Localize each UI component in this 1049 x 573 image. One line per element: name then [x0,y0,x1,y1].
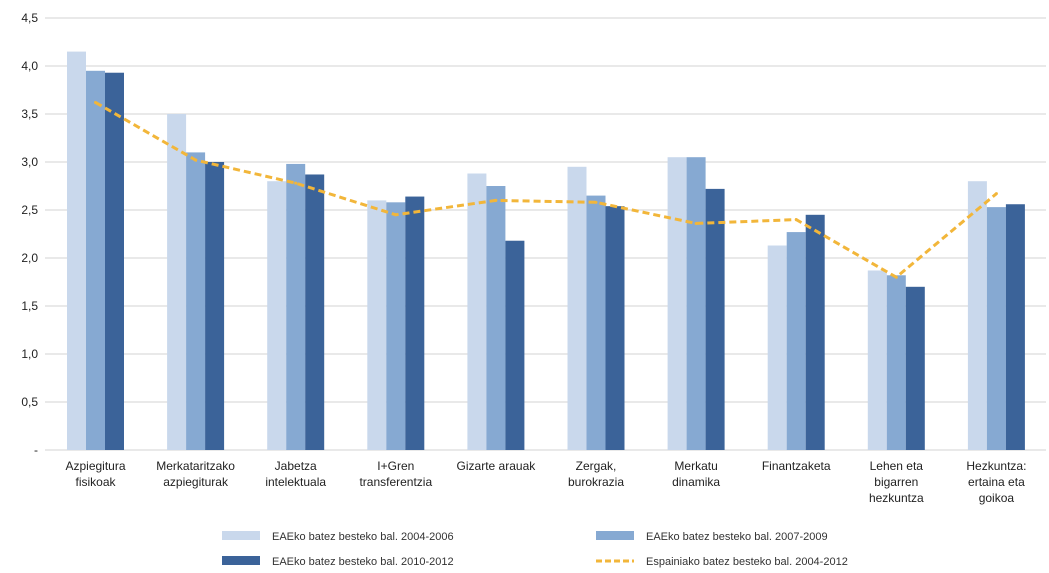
y-tick-label: - [34,443,38,457]
line-point [394,213,398,217]
bar [705,188,725,450]
x-tick-label: Gizarte arauak [457,459,537,473]
bar [405,196,425,450]
line-point [894,275,898,279]
bar [267,181,287,450]
x-tick-label: Merkatu [674,459,717,473]
y-tick-label: 1,5 [21,299,38,313]
bar [686,157,706,450]
x-tick-label: fisikoak [75,475,116,489]
legend: EAEko batez besteko bal. 2004-2006 EAEko … [222,531,848,568]
line-point [694,221,698,225]
bar [467,173,487,450]
bar [605,206,625,450]
line-point [194,158,198,162]
bar [805,214,825,450]
y-tick-label: 2,5 [21,203,38,217]
bar [986,207,1006,450]
legend-swatch [596,531,634,540]
bar [367,200,387,450]
line-point [94,100,97,104]
y-tick-label: 1,0 [21,347,38,361]
bar [786,232,806,450]
bar [105,72,124,450]
bar [586,195,606,450]
x-tick-label: ertaina eta [968,475,1025,489]
x-tick-label: azpiegiturak [163,475,229,489]
bar [667,157,687,450]
bar [1005,204,1025,450]
x-tick-label: transferentzia [359,475,432,489]
legend-label: EAEko batez besteko bal. 2007-2009 [646,531,828,543]
line-point [494,198,498,202]
bar [167,114,187,450]
x-tick-label: Merkataritzako [156,459,235,473]
line-point [594,200,598,204]
line-point [794,218,798,222]
x-tick-label: goikoa [979,491,1015,505]
x-tick-label: bigarren [874,475,918,489]
x-tick-label: Lehen eta [870,459,924,473]
bar [186,152,206,450]
legend-swatch [222,531,260,540]
bar [286,163,306,451]
bar [86,70,105,451]
x-tick-label: dinamika [672,475,720,489]
x-tick-label: Azpiegitura [65,459,125,473]
x-tick-label: Hezkuntza: [966,459,1026,473]
bar [386,202,406,450]
y-axis-ticks: - 0,5 1,0 1,5 2,0 2,5 3,0 3,5 4,0 4,5 [21,11,38,457]
bar [305,174,325,451]
bars [67,51,1025,451]
x-tick-label: burokrazia [568,475,624,489]
bar [67,51,86,450]
legend-label: EAEko batez besteko bal. 2010-2012 [272,556,454,568]
x-tick-label: I+Gren [377,459,414,473]
legend-label: Espainiako batez besteko bal. 2004-2012 [646,556,848,568]
average-line [94,100,998,279]
y-tick-label: 3,0 [21,155,38,169]
x-axis-categories: Azpiegitura fisikoak Merkataritzako azpiegi… [65,459,1026,505]
y-tick-label: 4,0 [21,59,38,73]
bar [205,162,225,450]
legend-label: EAEko batez besteko bal. 2004-2006 [272,531,454,543]
y-tick-label: 3,5 [21,107,38,121]
y-tick-label: 0,5 [21,395,38,409]
bar [886,275,906,450]
line-point [994,192,998,196]
legend-swatch [222,556,260,565]
bar [967,181,987,450]
bar [767,245,787,450]
bar [505,240,525,450]
x-tick-label: hezkuntza [869,491,924,505]
x-tick-label: Finantzaketa [762,459,831,473]
y-tick-label: 4,5 [21,11,38,25]
y-tick-label: 2,0 [21,251,38,265]
bar [867,270,887,450]
line-series [94,101,998,279]
x-tick-label: Zergak, [576,459,617,473]
x-tick-label: intelektuala [265,475,326,489]
line-point [294,181,298,185]
bar [905,286,925,450]
bar [486,186,506,450]
bar [567,166,587,451]
x-tick-label: Jabetza [275,459,317,473]
